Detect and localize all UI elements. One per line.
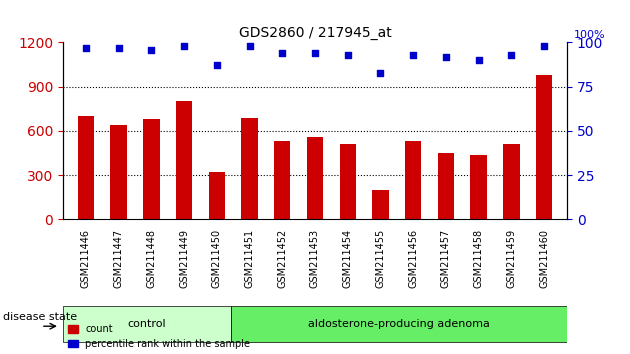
Point xyxy=(146,47,156,52)
Bar xyxy=(536,75,553,219)
Bar xyxy=(274,141,290,219)
Point xyxy=(113,45,123,51)
Bar xyxy=(503,144,520,219)
Legend: count, percentile rank within the sample: count, percentile rank within the sample xyxy=(68,324,250,349)
Point xyxy=(408,52,418,58)
Bar xyxy=(176,102,192,219)
Point xyxy=(310,50,320,56)
Text: control: control xyxy=(128,319,166,329)
Point xyxy=(212,63,222,68)
Bar xyxy=(438,153,454,219)
Bar xyxy=(307,137,323,219)
Bar xyxy=(471,155,487,219)
Point xyxy=(343,52,353,58)
Bar xyxy=(77,116,94,219)
Bar xyxy=(372,190,389,219)
Point xyxy=(375,70,386,75)
Point xyxy=(179,43,189,49)
Bar xyxy=(405,141,421,219)
Text: 100%: 100% xyxy=(574,30,605,40)
Title: GDS2860 / 217945_at: GDS2860 / 217945_at xyxy=(239,26,391,40)
FancyBboxPatch shape xyxy=(63,306,231,342)
Bar xyxy=(241,118,258,219)
Bar xyxy=(110,125,127,219)
Text: disease state: disease state xyxy=(3,312,77,322)
Point xyxy=(507,52,517,58)
Text: aldosterone-producing adenoma: aldosterone-producing adenoma xyxy=(308,319,490,329)
Point xyxy=(244,43,255,49)
Point xyxy=(539,43,549,49)
Bar xyxy=(143,119,159,219)
Point xyxy=(441,54,451,59)
Point xyxy=(277,50,287,56)
Bar xyxy=(340,144,356,219)
Point xyxy=(81,45,91,51)
Point xyxy=(474,57,484,63)
Bar xyxy=(209,172,225,219)
FancyBboxPatch shape xyxy=(231,306,567,342)
